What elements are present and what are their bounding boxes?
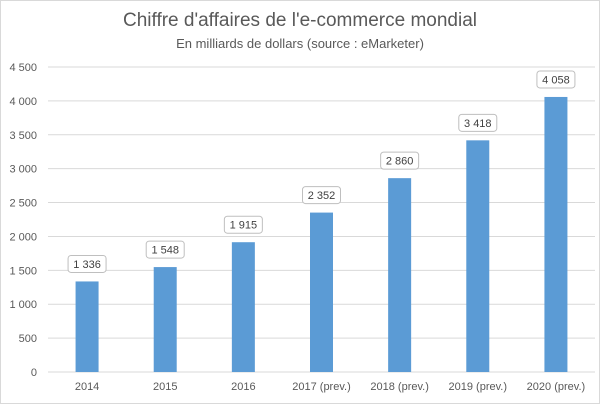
x-tick-label: 2020 (prev.) — [527, 381, 586, 393]
bar — [310, 212, 333, 372]
data-label: 1 336 — [73, 259, 101, 271]
y-tick-label: 2 000 — [9, 231, 37, 243]
y-tick-label: 3 500 — [9, 130, 37, 142]
bar — [388, 178, 412, 372]
data-label-box — [145, 240, 185, 259]
y-tick-label: 0 — [31, 367, 37, 379]
data-label-box — [302, 186, 341, 205]
y-tick-label: 1 000 — [9, 299, 37, 311]
y-tick-label: 4 500 — [9, 62, 37, 74]
chart-subtitle: En milliards de dollars (source : eMarke… — [176, 36, 424, 51]
data-label-box — [67, 254, 107, 273]
y-axis-ticks: 0 500 1 000 1 500 2 000 2 500 3 000 3 500 4 000 4… — [9, 62, 37, 379]
x-tick-label: 2016 — [231, 381, 255, 393]
x-tick-label: 2019 (prev.) — [449, 381, 508, 393]
x-tick-label: 2015 — [153, 381, 177, 393]
y-tick-label: 500 — [19, 333, 37, 345]
x-tick-label: 2017 (prev.) — [292, 381, 351, 393]
x-tick-label: 2014 — [75, 381, 99, 393]
chart-title: Chiffre d'affaires de l'e-commerce mondi… — [123, 10, 477, 31]
data-label-box — [536, 70, 576, 89]
data-label-box — [223, 215, 263, 234]
data-label: 1 548 — [151, 245, 179, 257]
data-labels: 1 336 1 548 1 915 2 352 2 860 3 418 4 058 — [67, 70, 576, 273]
bar — [75, 281, 99, 372]
y-tick-label: 2 500 — [9, 198, 37, 210]
data-label: 4 058 — [542, 74, 570, 86]
data-label: 1 915 — [230, 220, 258, 232]
x-tick-label: 2018 (prev.) — [370, 381, 429, 393]
data-label: 3 418 — [464, 118, 492, 130]
bar — [153, 267, 177, 372]
y-tick-label: 4 000 — [9, 96, 37, 108]
data-label-box — [380, 151, 420, 170]
bar — [466, 140, 490, 372]
data-label-box — [458, 113, 498, 132]
y-tick-label: 1 500 — [9, 265, 37, 277]
bars — [75, 96, 568, 373]
data-label: 2 352 — [308, 190, 336, 202]
bar — [231, 242, 255, 372]
y-tick-label: 3 000 — [9, 164, 37, 176]
bar — [544, 96, 568, 373]
data-label: 2 860 — [386, 156, 414, 168]
x-axis-ticks: 2014 2015 2016 2017 (prev.) 2018 (prev.) 2019… — [75, 381, 585, 393]
